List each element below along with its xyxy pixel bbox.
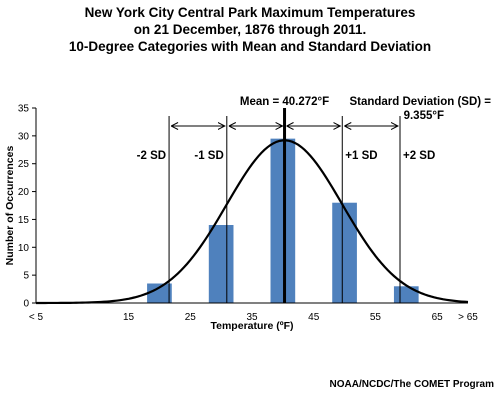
x-tick-label-4: 45 (308, 312, 320, 323)
y-tick-label-7: 35 (18, 104, 30, 115)
chart-title: New York City Central Park Maximum Tempe… (0, 4, 500, 55)
bars-layer (147, 138, 419, 303)
x-tick-label-3: 35 (246, 312, 258, 323)
bar-3 (332, 202, 357, 303)
bar-4 (393, 286, 419, 303)
sd-value-label-line-2: 9.355°F (404, 110, 444, 122)
x-axis-title: Temperature (ºF) (211, 320, 294, 332)
bar-1 (208, 225, 234, 303)
sd-label-2: +1 SD (345, 150, 377, 162)
y-tick-label-4: 20 (18, 187, 30, 198)
sd-value-label-line-1: Standard Deviation (SD) = (349, 96, 491, 108)
title-line-3: 10-Degree Categories with Mean and Stand… (68, 39, 432, 54)
y-tick-label-1: 5 (23, 271, 29, 282)
x-tick-label-5: 55 (370, 312, 382, 323)
bar-0 (147, 283, 172, 303)
y-tick-label-3: 15 (18, 215, 30, 226)
axes-layer (32, 107, 468, 304)
mean-label: Mean = 40.272°F (240, 96, 329, 108)
sd-label-1: -1 SD (194, 150, 223, 162)
sd-lines-layer (168, 108, 401, 303)
x-tick-label-6: 65 (432, 312, 444, 323)
x-tick-label-2: 25 (185, 312, 197, 323)
title-line-2: on 21 December, 1876 through 2011. (133, 22, 367, 37)
y-tick-label-5: 25 (18, 159, 30, 170)
y-axis-title: Number of Occurrences (4, 146, 16, 266)
x-tick-label-7: > 65 (458, 312, 478, 323)
labels-layer: 0 5 10 15 20 25 30 35 < 5 15 25 35 45 55 65 > 65 Tempera… (4, 96, 491, 332)
x-tick-label-1: 15 (123, 312, 135, 323)
x-tick-label-0: < 5 (29, 312, 44, 323)
y-tick-label-2: 10 (18, 243, 30, 254)
sd-label-3: +2 SD (403, 150, 435, 162)
title-line-1: New York City Central Park Maximum Tempe… (84, 5, 416, 20)
y-tick-label-6: 30 (18, 131, 30, 142)
credit-text: NOAA/NCDC/The COMET Program (329, 379, 494, 390)
curve-layer (36, 139, 469, 305)
y-tick-label-0: 0 (23, 299, 29, 310)
bar-2 (270, 138, 296, 303)
normal-curve (36, 139, 469, 305)
sd-label-0: -2 SD (137, 150, 166, 162)
